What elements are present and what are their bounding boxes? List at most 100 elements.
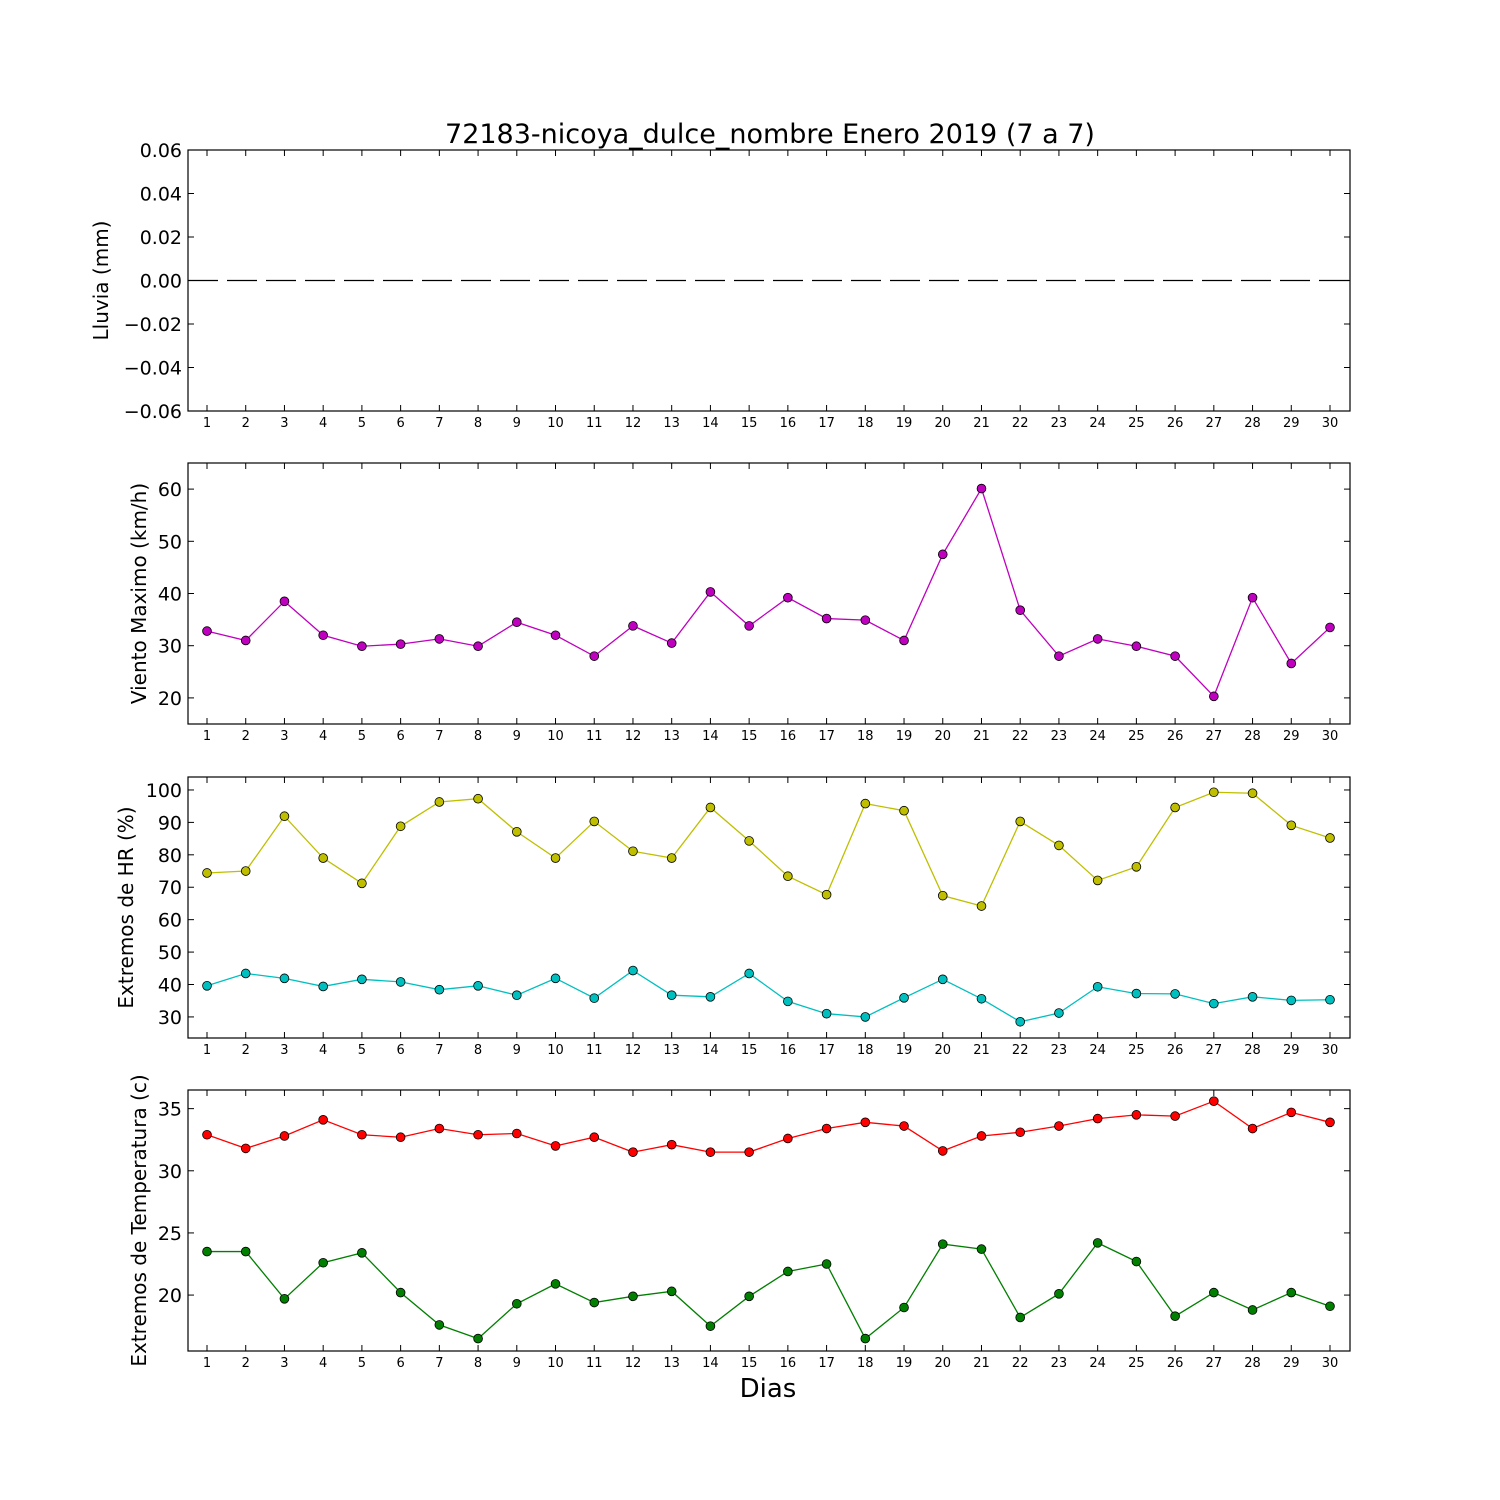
x-tick-label: 12 [625, 729, 642, 744]
data-point [589, 1132, 600, 1143]
data-point [357, 641, 367, 652]
x-tick-label: 2 [242, 1043, 250, 1058]
data-point [1325, 994, 1335, 1005]
data-point [550, 853, 561, 863]
x-axis-label: Dias [740, 1374, 797, 1404]
x-tick-label: 20 [934, 1043, 951, 1058]
data-point [550, 1279, 561, 1289]
x-tick-label: 14 [702, 729, 719, 744]
x-tick-label: 17 [818, 729, 835, 744]
data-point [550, 973, 561, 984]
data-point [240, 1246, 251, 1257]
plot-frame [187, 462, 1351, 725]
x-tick-label: 28 [1244, 1356, 1261, 1371]
data-point [860, 1333, 871, 1344]
x-tick-label: 25 [1128, 416, 1145, 431]
x-tick-label: 26 [1167, 729, 1184, 744]
x-tick-label: 14 [702, 416, 719, 431]
x-tick-label: 12 [625, 416, 642, 431]
data-point [1247, 592, 1258, 603]
data-point [279, 1131, 290, 1141]
data-point [783, 592, 793, 603]
x-tick-label: 8 [474, 416, 482, 431]
data-point [240, 1143, 251, 1154]
data-point [783, 996, 793, 1007]
data-point [357, 974, 367, 985]
y-tick-label: −0.04 [124, 358, 182, 380]
y-tick-label: 80 [158, 845, 182, 867]
data-point [666, 990, 677, 1001]
x-tick-label: 10 [547, 1356, 564, 1371]
x-tick-label: 20 [934, 416, 951, 431]
y-tick-label: 0.06 [140, 140, 182, 162]
plot-frame [187, 149, 1351, 412]
data-point [589, 816, 600, 827]
data-point [666, 638, 677, 648]
y-tick-label: 30 [158, 1161, 182, 1183]
x-tick-label: 3 [280, 416, 288, 431]
x-tick-label: 16 [780, 729, 797, 744]
x-tick-label: 18 [857, 416, 874, 431]
data-point [899, 992, 909, 1003]
data-point [1286, 995, 1297, 1006]
data-point [511, 990, 522, 1001]
x-tick-label: 6 [396, 416, 404, 431]
x-tick-label: 10 [547, 729, 564, 744]
x-tick-label: 7 [435, 1356, 443, 1371]
x-tick-label: 13 [663, 1356, 680, 1371]
y-tick-label: 25 [158, 1223, 182, 1245]
x-tick-label: 30 [1322, 729, 1339, 744]
series-line [206, 791, 1331, 907]
x-tick-label: 5 [358, 729, 366, 744]
data-point [1054, 651, 1064, 661]
data-point [1131, 1110, 1142, 1120]
x-tick-label: 1 [203, 1356, 211, 1371]
x-tick-label: 26 [1167, 1043, 1184, 1058]
x-tick-label: 26 [1167, 1356, 1184, 1371]
series-2 [202, 965, 1335, 1027]
x-tick-label: 10 [547, 416, 564, 431]
x-tick-label: 9 [513, 1043, 521, 1058]
data-point [240, 635, 251, 646]
data-point [589, 651, 600, 661]
data-point [628, 1291, 638, 1302]
data-point [1286, 1107, 1297, 1118]
x-tick-label: 21 [973, 416, 990, 431]
data-point [1015, 1016, 1026, 1027]
data-point [1247, 992, 1258, 1002]
data-point [744, 968, 754, 979]
data-point [473, 793, 483, 804]
data-point [705, 802, 716, 813]
data-point [1015, 816, 1026, 827]
x-tick-label: 23 [1051, 729, 1068, 744]
data-point [1209, 1096, 1219, 1106]
data-point [1286, 1287, 1297, 1298]
x-tick-label: 9 [513, 729, 521, 744]
x-tick-label: 5 [358, 416, 366, 431]
x-tick-label: 6 [396, 1356, 404, 1371]
data-point [628, 1147, 638, 1157]
data-point [1170, 1311, 1180, 1321]
x-tick-label: 9 [513, 416, 521, 431]
x-tick-label: 30 [1322, 416, 1339, 431]
x-tick-label: 13 [663, 416, 680, 431]
x-tick-label: 7 [435, 1043, 443, 1058]
x-tick-label: 23 [1051, 1043, 1068, 1058]
data-point [783, 1133, 793, 1144]
data-point [357, 1248, 367, 1258]
data-point [666, 853, 677, 863]
x-tick-label: 11 [586, 729, 603, 744]
y-tick-label: 40 [158, 584, 182, 606]
data-point [395, 1287, 406, 1298]
x-tick-label: 15 [741, 1043, 758, 1058]
data-point [744, 1147, 754, 1157]
data-point [1170, 651, 1180, 661]
data-point [511, 1128, 522, 1139]
x-tick-label: 29 [1283, 729, 1300, 744]
data-point [1015, 605, 1026, 616]
data-point [1325, 833, 1335, 843]
data-point [511, 826, 522, 837]
plot-frame [187, 1089, 1351, 1352]
data-point [318, 1257, 328, 1268]
x-tick-label: 15 [741, 416, 758, 431]
